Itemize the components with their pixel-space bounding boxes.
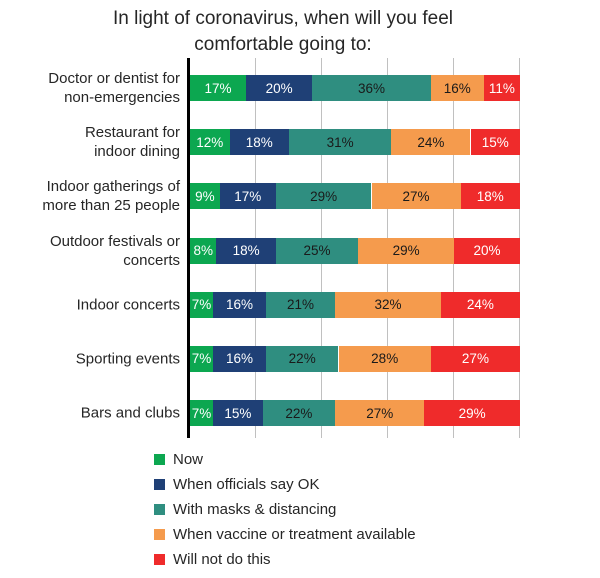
legend-label: When officials say OK <box>173 475 320 493</box>
bar-segment: 31% <box>289 129 392 156</box>
legend-swatch-icon <box>154 529 165 540</box>
bar-segment: 18% <box>216 237 276 264</box>
bar-segment: 27% <box>335 400 425 427</box>
chart-title-line1: In light of coronavirus, when will you f… <box>112 8 454 29</box>
bar-segment: 17% <box>219 183 276 210</box>
bar-segment: 18% <box>229 129 289 156</box>
legend-label: With masks & distancing <box>173 500 337 518</box>
bar-segment: 8% <box>190 237 217 264</box>
bar-segment: 11% <box>483 75 520 101</box>
bar-segment: 18% <box>460 183 520 210</box>
category-label: Restaurant for indoor dining <box>0 123 180 161</box>
category-label: Indoor gatherings of more than 25 people <box>0 177 180 215</box>
bar-segment: 20% <box>246 75 313 101</box>
bar-segment: 36% <box>312 75 431 101</box>
bar-segment: 27% <box>430 345 520 372</box>
category-label-line: indoor dining <box>94 143 180 161</box>
bar-segment: 15% <box>470 129 520 156</box>
legend-label: When vaccine or treatment available <box>173 525 416 543</box>
bar-segment: 27% <box>371 183 461 210</box>
category-label: Indoor concerts <box>0 295 180 314</box>
bar-segment: 7% <box>190 345 214 372</box>
legend: Now When officials say OK With masks & dis… <box>154 447 416 572</box>
category-label-line: more than 25 people <box>42 197 180 215</box>
category-label: Doctor or dentist for non-emergencies <box>0 69 180 107</box>
legend-swatch-icon <box>154 479 165 490</box>
bar-segment: 24% <box>391 129 471 156</box>
bar-segment: 12% <box>190 129 230 156</box>
bar-segment: 17% <box>190 75 247 101</box>
category-label-line: Doctor or dentist for <box>48 70 180 87</box>
category-label: Sporting events <box>0 349 180 368</box>
category-label-line: concerts <box>123 251 180 269</box>
bar-segment: 29% <box>358 237 454 264</box>
plot-area: 17% 20% 36% 16% 11% 12% 18% 31% 24% 15% 9% 17% 29% 27… <box>187 58 520 438</box>
bar-segment: 7% <box>190 400 214 427</box>
legend-swatch-icon <box>154 504 165 515</box>
bar-segment: 16% <box>213 345 266 372</box>
bar-segment: 16% <box>213 291 266 318</box>
bar-segment: 16% <box>430 75 484 101</box>
bar-segment: 28% <box>338 345 431 372</box>
bar-segment: 20% <box>454 237 520 264</box>
category-label: Bars and clubs <box>0 404 180 423</box>
legend-swatch-icon <box>154 554 165 565</box>
legend-item: With masks & distancing <box>154 497 416 522</box>
legend-item: Now <box>154 447 416 472</box>
category-label-line: Outdoor festivals or <box>49 232 180 250</box>
legend-item: When vaccine or treatment available <box>154 522 416 547</box>
chart-title: In light of coronavirus, when will you f… <box>0 6 566 58</box>
bar-segment: 9% <box>190 183 220 210</box>
bar-segment: 25% <box>275 237 359 264</box>
bar-segment: 22% <box>265 345 339 372</box>
bar-segment: 7% <box>190 291 214 318</box>
category-label-line: non-emergencies <box>64 89 180 106</box>
y-axis-line <box>187 58 190 438</box>
legend-swatch-icon <box>154 454 165 465</box>
category-label-line: Sporting events <box>75 350 180 368</box>
bar-segment: 29% <box>275 183 372 210</box>
category-label-line: Restaurant for <box>84 124 180 142</box>
chart-title-line2: comfortable going to: <box>194 34 372 55</box>
bar-segment: 22% <box>262 400 336 427</box>
category-labels: Doctor or dentist for non-emergencies Rest… <box>0 58 180 438</box>
legend-label: Will not do this <box>173 550 271 568</box>
category-label-line: Bars and clubs <box>80 404 180 422</box>
legend-item: Will not do this <box>154 547 416 572</box>
legend-label: Now <box>173 450 204 468</box>
bar-segment: 29% <box>424 400 520 427</box>
bar-segment: 15% <box>213 400 263 427</box>
category-label-line: Indoor gatherings of <box>46 178 180 196</box>
bar-segment: 21% <box>265 291 336 318</box>
category-label: Outdoor festivals or concerts <box>0 232 180 270</box>
bar-segment: 32% <box>335 291 441 318</box>
bar-segment: 24% <box>440 291 520 318</box>
legend-item: When officials say OK <box>154 472 416 497</box>
category-label-line: Indoor concerts <box>76 296 180 314</box>
